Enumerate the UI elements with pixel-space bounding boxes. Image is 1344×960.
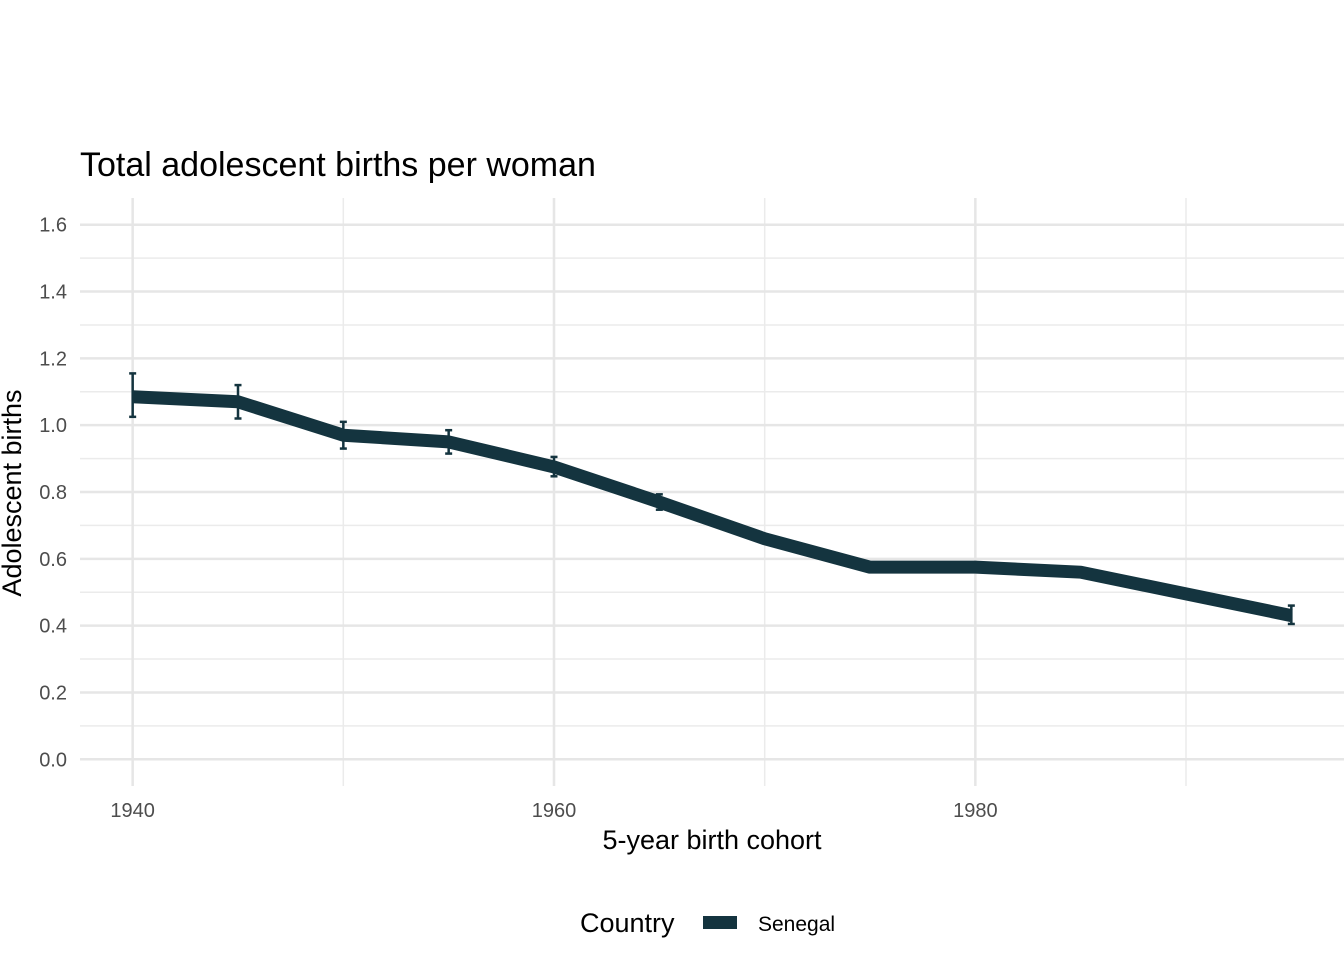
chart-title: Total adolescent births per woman — [80, 146, 596, 184]
series-lines — [132, 390, 1293, 622]
y-tick-label: 0.2 — [39, 682, 67, 704]
legend-label-senegal: Senegal — [758, 913, 835, 936]
x-tick-label: 1940 — [110, 800, 155, 822]
y-tick-label: 1.6 — [39, 215, 67, 237]
y-tick-label: 0.4 — [39, 616, 67, 638]
y-tick-label: 1.0 — [39, 415, 67, 437]
legend: Country Senegal — [580, 908, 835, 938]
legend-title: Country — [580, 908, 675, 938]
y-tick-label: 1.4 — [39, 282, 67, 304]
y-tick-label: 0.6 — [39, 549, 67, 571]
y-tick-label: 0.0 — [39, 749, 67, 771]
grid — [80, 198, 1344, 786]
legend-key-senegal — [703, 916, 737, 929]
series-line-senegal — [132, 390, 1293, 622]
y-axis-ticks: 0.0 0.2 0.4 0.6 0.8 1.0 1.2 1.4 1.6 — [39, 215, 67, 772]
y-tick-label: 0.8 — [39, 482, 67, 504]
x-tick-label: 1980 — [953, 800, 998, 822]
y-axis-title: Adolescent births — [0, 389, 27, 596]
y-tick-label: 1.2 — [39, 348, 67, 370]
x-axis-title: 5-year birth cohort — [602, 825, 822, 855]
x-axis-ticks: 1940 1960 1980 — [110, 800, 997, 822]
x-tick-label: 1960 — [532, 800, 577, 822]
